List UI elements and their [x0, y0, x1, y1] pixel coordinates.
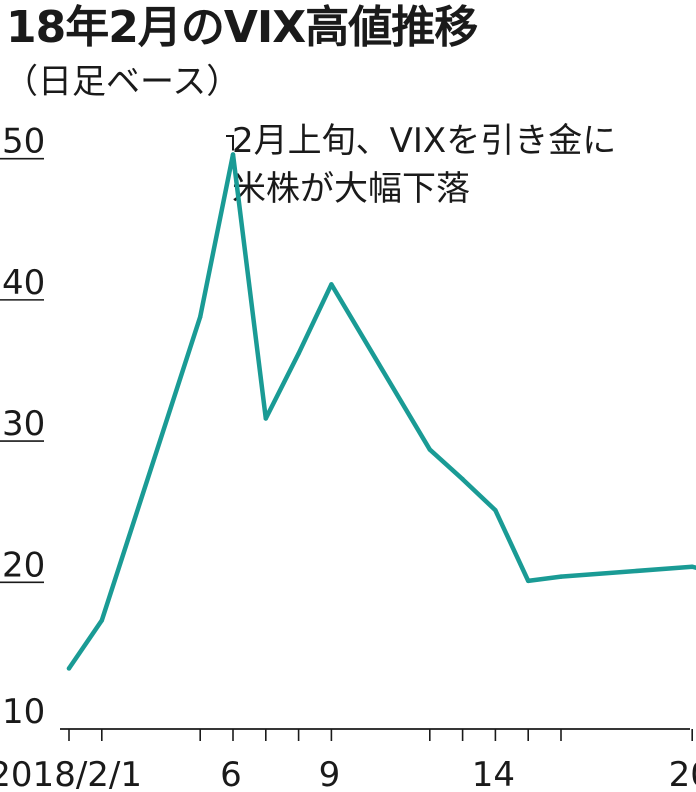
data-point-day-16: [558, 574, 564, 579]
vix-series-line: [66, 152, 696, 671]
data-point-day-2: [99, 618, 105, 623]
data-point-day-14: [493, 508, 498, 513]
chart-subtitle: （日足ベース）: [4, 62, 241, 102]
data-point-day-20: [690, 564, 695, 569]
data-point-day-9: [329, 282, 334, 287]
series-layer: [66, 152, 696, 671]
annotation-text-line-2: 米株が大幅下落: [232, 169, 470, 209]
x-tick-label-20: 20: [669, 755, 696, 792]
x-tick-label-9: 9: [319, 755, 341, 792]
annotation-leader-line: [226, 135, 234, 151]
data-point-day-7: [263, 416, 268, 421]
data-point-day-15: [526, 578, 531, 584]
y-tick-label-20: 20: [2, 545, 45, 585]
data-point-day-6: [230, 152, 236, 157]
data-point-day-5: [198, 314, 203, 320]
annotation-text-line-1: 2月上旬、VIXを引き金に: [232, 121, 616, 161]
data-point-day-8: [296, 351, 301, 356]
annotation: 2月上旬、VIXを引き金に 米株が大幅下落: [226, 121, 616, 209]
data-point-day-13: [460, 477, 465, 482]
data-point-day-1: [66, 666, 72, 671]
x-axis: 2018/2/16914202328: [0, 728, 696, 792]
data-point-day-12: [427, 447, 432, 452]
y-axis: 10 20 30 40 50: [0, 122, 45, 732]
y-tick-label-50: 50: [2, 122, 45, 162]
y-tick-label-30: 30: [2, 404, 45, 444]
chart-title: 18年2月のVIX高値推移: [6, 2, 478, 53]
y-tick-label-40: 40: [2, 263, 45, 303]
y-tick-label-10: 10: [2, 692, 45, 732]
x-tick-label-start: 2018/2/1: [0, 755, 142, 792]
x-tick-label-6: 6: [220, 755, 242, 792]
x-tick-label-14: 14: [472, 755, 515, 792]
